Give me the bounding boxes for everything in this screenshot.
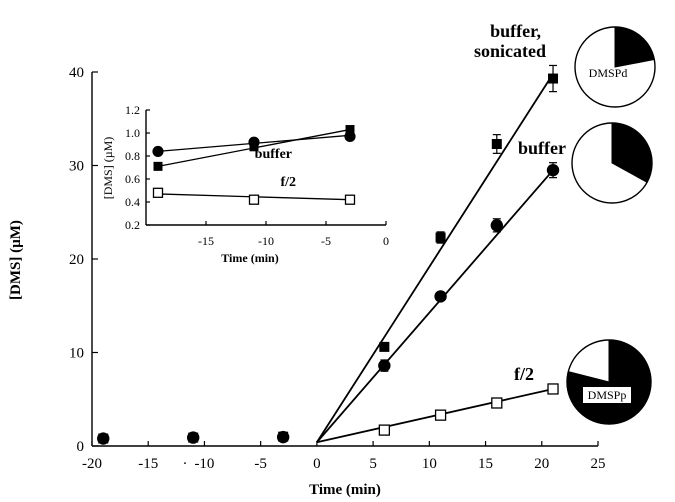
point-buffer (276, 430, 290, 444)
fit-line-buffer-sonicated (316, 73, 554, 443)
inset-y-tick-label: 0.6 (125, 172, 140, 186)
point-buffer (378, 359, 391, 372)
main-y-tick-label: 40 (69, 65, 84, 81)
point-buffer (97, 432, 110, 445)
main-x-tick-label: 0 (313, 456, 321, 472)
main-x-tick-label: 10 (422, 456, 437, 472)
point-f-2 (434, 409, 447, 421)
main-x-tick-label: -10 (194, 456, 214, 472)
main-data-points (97, 73, 560, 445)
inset-point-f-2 (152, 187, 164, 198)
inset-y-tick-label: 0.8 (125, 149, 140, 163)
inset-plot: -15 -10 -5 0 0.20.40.60.81.01.2 Time (min) … (101, 96, 392, 274)
main-y-tick-label: 20 (69, 252, 84, 268)
inset-point-buffer (248, 136, 260, 148)
fit-line-buffer (316, 169, 554, 443)
point-f-2 (491, 397, 503, 409)
main-y-ticks: 0 10 20 30 40 (69, 65, 98, 455)
inset-x-axis-label: Time (min) (221, 251, 278, 265)
point-buffer (546, 163, 560, 177)
main-x-ticks: -20 -15 -10 -5 0 5 10 15 20 25 (82, 441, 606, 472)
inset-point-buffer-sonicated (153, 161, 163, 171)
label-buffer-sonicated-line2: sonicated (474, 41, 546, 61)
main-x-tick-label: 15 (478, 456, 493, 472)
inset-point-f-2 (248, 194, 260, 205)
pie-charts (566, 26, 656, 425)
inset-point-buffer-sonicated (345, 125, 355, 135)
point-buffer (434, 290, 447, 303)
main-x-tick-label: 25 (591, 456, 606, 472)
point-buffer-sonicated (379, 341, 390, 352)
main-x-tick-label: -20 (82, 456, 102, 472)
pie-3-label-box (583, 387, 631, 403)
point-buffer (490, 219, 503, 232)
inset-x-tick-label: 0 (383, 234, 389, 248)
main-y-tick-label: 10 (69, 346, 84, 362)
point-f-2 (547, 383, 559, 395)
inset-y-tick-label: 0.2 (125, 218, 140, 232)
label-buffer: buffer (518, 138, 566, 158)
inset-label-buffer: buffer (255, 147, 292, 162)
label-f2: f/2 (514, 364, 534, 384)
inset-y-tick-label: 0.4 (125, 195, 140, 209)
inset-y-ticks: 0.2 0.4 0.6 0.8 1.0 1.2 (125, 103, 150, 232)
inset-x-tick-label: -15 (198, 234, 214, 248)
main-x-tick-label: 20 (534, 456, 549, 472)
pie-label-dmspd: DMSPd (589, 66, 628, 80)
stray-dot-mark: . (183, 452, 187, 468)
main-x-axis-label: Time (min) (309, 482, 381, 498)
pie-1-dark-slice (614, 26, 655, 68)
label-buffer-sonicated-line1: buffer, (490, 21, 541, 41)
main-y-axis-label: [DMS] (µM) (8, 220, 24, 300)
inset-x-tick-label: -5 (321, 234, 331, 248)
inset-x-ticks: -15 -10 -5 0 (198, 221, 389, 248)
point-buffer-sonicated (491, 138, 502, 149)
inset-y-tick-label: 1.2 (125, 103, 140, 117)
inset-x-tick-label: -10 (258, 234, 274, 248)
point-buffer (187, 431, 200, 444)
point-buffer-sonicated (435, 232, 446, 243)
main-y-tick-label: 0 (77, 439, 85, 455)
pie-2-dark-slice (611, 122, 653, 183)
main-x-tick-label: 5 (369, 456, 377, 472)
pie-label-dmspp: DMSPp (588, 388, 627, 402)
inset-point-buffer (152, 145, 164, 157)
inset-data-points (152, 125, 356, 205)
point-buffer-sonicated (548, 73, 559, 84)
inset-point-buffer (344, 130, 356, 143)
main-x-tick-label: -15 (138, 456, 158, 472)
main-x-tick-label: -5 (254, 456, 267, 472)
main-y-tick-label: 30 (69, 159, 84, 175)
inset-label-f2: f/2 (280, 175, 296, 190)
point-f-2 (378, 424, 391, 436)
inset-y-axis-label: [DMS] (µM) (101, 137, 115, 200)
inset-point-f-2 (344, 194, 356, 205)
main-error-bars (380, 64, 558, 372)
inset-y-tick-label: 1.0 (125, 126, 140, 140)
